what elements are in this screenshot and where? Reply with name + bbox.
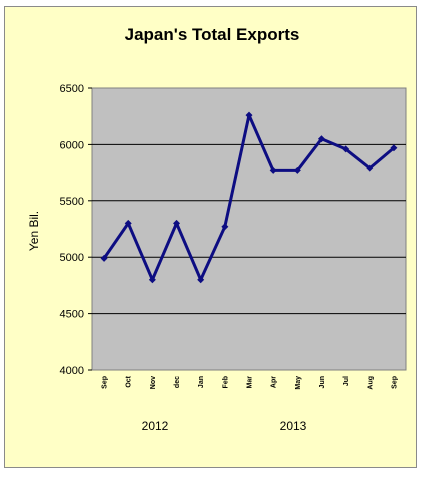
x-tick-label: Jun (319, 376, 326, 388)
y-tick-label: 4000 (60, 365, 84, 377)
data-point (221, 223, 229, 231)
y-tick-label: 5500 (60, 196, 84, 208)
data-point (148, 276, 156, 284)
data-point (100, 254, 108, 262)
series-line-group (100, 111, 398, 284)
x-tick-label: Aug (367, 376, 374, 390)
y-axis-ticks: 4000 4500 5000 5500 6000 6500 (60, 83, 92, 377)
x-tick-label: Sep (102, 376, 109, 389)
data-point (390, 144, 398, 152)
y-axis-label: Yen Bil. (27, 211, 41, 251)
x-tick-label: Nov (150, 376, 157, 389)
x-tick-label: Oct (126, 375, 133, 387)
data-point (269, 166, 277, 174)
plot-area (91, 87, 407, 371)
y-tick-label: 5000 (60, 252, 84, 264)
y-tick-label: 6000 (60, 139, 84, 151)
data-point (366, 164, 374, 172)
x-tick-label: Feb (222, 376, 229, 388)
y-tick-label: 4500 (60, 309, 84, 321)
x-tick-label: Mar (247, 376, 254, 389)
data-point (293, 166, 301, 174)
x-tick-label: Apr (271, 376, 278, 388)
data-point (245, 111, 253, 119)
x-tick-label: Jul (343, 376, 350, 386)
x-axis-ticks: Sep Oct Nov dec Jan Feb Mar Apr May Jun Jul Aug Sep (102, 375, 399, 389)
data-point (124, 219, 132, 227)
x-tick-label: Jan (198, 376, 205, 388)
x-tick-label: May (295, 376, 302, 390)
data-point (173, 219, 181, 227)
x-tick-label: Sep (391, 376, 398, 389)
data-point (342, 145, 350, 153)
year-label-2013: 2013 (280, 419, 307, 433)
data-point (197, 276, 205, 284)
data-point (317, 135, 325, 143)
chart-title: Japan's Total Exports (125, 25, 300, 44)
x-tick-label: dec (174, 376, 181, 388)
y-tick-label: 6500 (60, 83, 84, 95)
year-label-2012: 2012 (142, 419, 169, 433)
